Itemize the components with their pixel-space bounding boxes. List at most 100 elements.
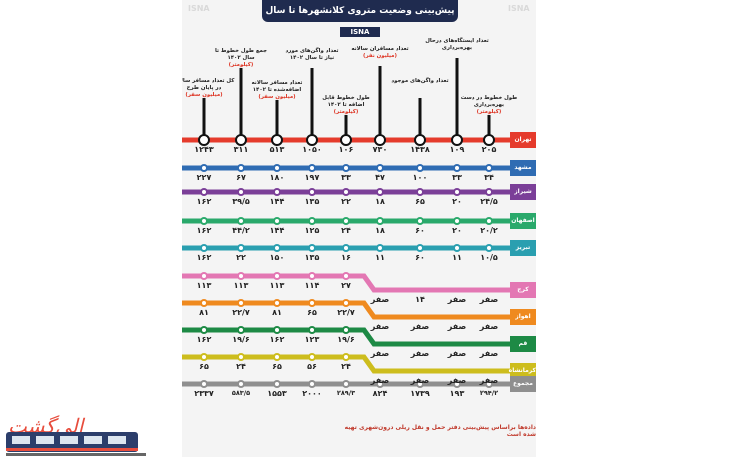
station-dot bbox=[273, 217, 281, 225]
city-value: ۲۲ bbox=[341, 197, 351, 206]
city-value: ۱۱۳ bbox=[196, 281, 212, 290]
station-dot bbox=[342, 188, 350, 196]
station-dot bbox=[308, 353, 316, 361]
column-header: جمع طول خطوط تا سال ۱۴۰۲ (کیلومتر) bbox=[209, 48, 273, 69]
city-tab: قم bbox=[510, 336, 536, 352]
city-value: ۲۲/۷ bbox=[232, 308, 250, 317]
station-dot bbox=[237, 353, 245, 361]
city-value: ۱۰/۵ bbox=[480, 253, 498, 262]
city-value: ۶۰ bbox=[415, 253, 425, 262]
column-unit: (میلیون نفر) bbox=[363, 53, 397, 59]
city-value: صفر bbox=[447, 295, 467, 304]
column-unit: (کیلومتر) bbox=[476, 109, 502, 115]
city-value: ۳۱۱ bbox=[233, 145, 249, 154]
city-value: ۲۰۰۰ bbox=[302, 389, 322, 398]
city-value: ۱۸ bbox=[375, 197, 385, 206]
station-dot bbox=[200, 353, 208, 361]
station-dot bbox=[453, 217, 461, 225]
infographic-card: ISNA ISNA پیش‌بینی وضعیت متروی کلانشهرها… bbox=[182, 0, 536, 457]
city-value: صفر bbox=[370, 322, 390, 331]
city-value: صفر bbox=[479, 322, 499, 331]
station-dot bbox=[200, 299, 208, 307]
city-value: ۱۶۲ bbox=[196, 197, 212, 206]
column-header: طول خطوط قابل اضافه تا ۱۴۰۲ (کیلومتر) bbox=[314, 95, 378, 116]
station-dot bbox=[200, 272, 208, 280]
city-value: ۶۵ bbox=[307, 308, 317, 317]
column-header: تعداد مسافران سالانه (میلیون نفر) bbox=[348, 46, 412, 60]
city-value: ۵۶ bbox=[307, 362, 317, 371]
city-value: ۲۷ bbox=[341, 281, 351, 290]
city-value: ۱۲۳ bbox=[304, 335, 320, 344]
station-dot bbox=[200, 380, 208, 388]
station-dot bbox=[342, 272, 350, 280]
station-dot bbox=[273, 164, 281, 172]
station-dot bbox=[237, 380, 245, 388]
city-value: ۱۱۳ bbox=[233, 281, 249, 290]
column-title: تعداد ایستگاه‌های درحال بهره‌برداری bbox=[425, 38, 489, 51]
city-value: ۲۴/۵ bbox=[480, 197, 498, 206]
station-dot bbox=[308, 272, 316, 280]
column-unit: (کیلومتر) bbox=[228, 62, 254, 68]
station-dot bbox=[308, 244, 316, 252]
column-title: جمع طول خطوط تا سال ۱۴۰۲ bbox=[214, 48, 268, 61]
column-title: تعداد مسافر سالانه اضافه‌شده تا ۱۴۰۲ bbox=[251, 80, 303, 93]
city-tab: کرمانشاه bbox=[509, 363, 536, 379]
station-dot bbox=[271, 134, 283, 146]
station-dot bbox=[485, 244, 493, 252]
city-value: ۱۳۵ bbox=[304, 197, 320, 206]
station-dot bbox=[453, 164, 461, 172]
footer-note: داده‌ها براساس پیش‌بینی دفتر حمل و نقل ر… bbox=[344, 424, 536, 438]
station-dot bbox=[200, 244, 208, 252]
city-line bbox=[182, 134, 510, 146]
watermark: ISNA bbox=[508, 4, 530, 13]
city-value: ۶۰ bbox=[415, 226, 425, 235]
city-value: ۱۹/۶ bbox=[232, 335, 250, 344]
city-value: ۱۱۴ bbox=[304, 281, 320, 290]
station-dot bbox=[342, 299, 350, 307]
station-dot bbox=[485, 188, 493, 196]
city-value: ۲۸۹/۳ bbox=[336, 389, 356, 397]
city-value: ۱۸ bbox=[375, 226, 385, 235]
city-value: ۶۵ bbox=[415, 197, 425, 206]
station-dot bbox=[237, 299, 245, 307]
city-line bbox=[182, 353, 510, 374]
station-dot bbox=[416, 164, 424, 172]
city-value: ۲۰ bbox=[452, 197, 462, 206]
station-dot bbox=[273, 326, 281, 334]
station-dot bbox=[200, 164, 208, 172]
city-value: ۲۲/۷ bbox=[337, 308, 355, 317]
city-line bbox=[182, 188, 510, 196]
city-value: صفر bbox=[370, 295, 390, 304]
city-value: ۴۷ bbox=[375, 173, 385, 182]
station-dot bbox=[273, 188, 281, 196]
city-value: صفر bbox=[370, 376, 390, 385]
city-value: ۱۵۵۳ bbox=[267, 389, 287, 398]
city-value: ۱۱ bbox=[452, 253, 462, 262]
city-value: ۱۶۲ bbox=[196, 335, 212, 344]
city-value: ۲۲۷ bbox=[196, 173, 212, 182]
station-dot bbox=[200, 188, 208, 196]
station-dot bbox=[376, 380, 384, 388]
city-value: ۱۰۵۰ bbox=[302, 145, 322, 154]
city-line bbox=[182, 299, 510, 320]
city-value: ۳۹/۵ bbox=[232, 197, 250, 206]
station-dot bbox=[306, 134, 318, 146]
station-dot bbox=[376, 217, 384, 225]
city-tab: تهران bbox=[510, 132, 536, 148]
city-line bbox=[182, 244, 510, 252]
station-dot bbox=[374, 134, 386, 146]
station-dot bbox=[308, 380, 316, 388]
city-value: صفر bbox=[370, 349, 390, 358]
city-value: ۲۴ bbox=[341, 226, 351, 235]
station-dot bbox=[308, 188, 316, 196]
city-value: ۱۴۳۸ bbox=[410, 145, 430, 154]
city-value: ۱۴۴ bbox=[269, 226, 285, 235]
city-value: ۲۴ bbox=[341, 362, 351, 371]
city-value: ۳۳ bbox=[452, 173, 462, 182]
city-value: ۱۷۳۹ bbox=[410, 389, 430, 398]
station-dot bbox=[340, 134, 352, 146]
station-dot bbox=[416, 244, 424, 252]
station-dot bbox=[273, 244, 281, 252]
city-value: صفر bbox=[410, 349, 430, 358]
city-value: ۱۰۹ bbox=[449, 145, 465, 154]
